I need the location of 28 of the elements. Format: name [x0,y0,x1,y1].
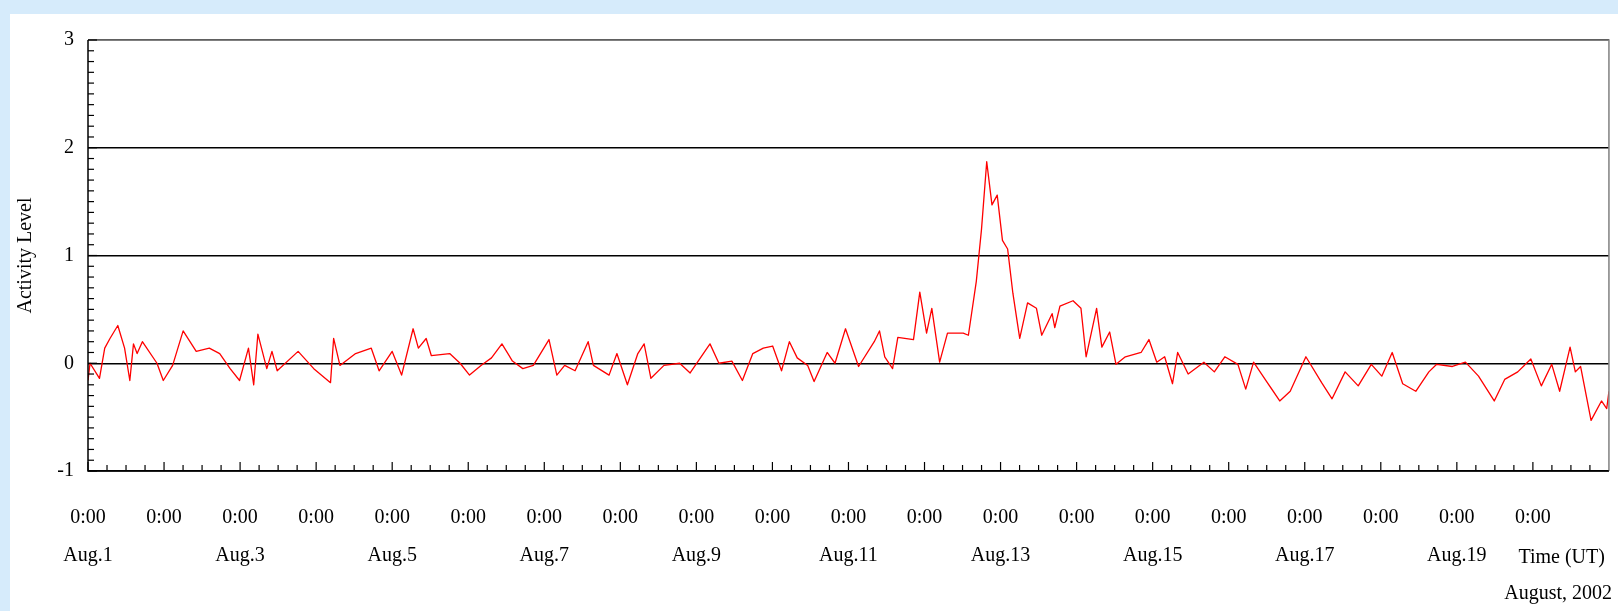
x-tick-label: 0:00 [450,505,487,528]
y-tick-label: -1 [57,458,74,481]
x-tick-label: 0:00 [146,505,182,528]
x-tick-label: 0:00 [906,505,943,528]
x-tick-label: 0:00 Aug.5 [367,505,417,567]
x-tick-label: 0:00 [298,505,334,528]
y-tick-label: 2 [64,135,74,157]
y-tick-label: 1 [64,242,74,265]
y-tick-label: 3 [64,27,74,50]
x-tick-label: 0:00 [1210,505,1247,528]
y-axis-title: Activity Level [13,197,37,314]
x-tick-label: 0:00 [1363,505,1399,528]
x-axis-title: Time (UT) [1518,545,1605,568]
y-tick-label: 0 [64,350,74,373]
x-tick-label: 0:00 Aug.13 [970,505,1031,567]
x-tick-label: 0:00 Aug.9 [671,505,722,567]
x-tick-label: 0:00 Aug.7 [519,505,570,567]
x-tick-label: 0:00 Aug.1 [63,505,113,567]
x-tick-label: 0:00 [754,505,791,528]
x-tick-label: 0:00 Aug.3 [215,505,265,567]
x-tick-label: 0:00 Aug.19 [1427,505,1487,567]
text: August, 2002 [1504,581,1612,604]
x-tick-label: 0:00 Aug.11 [819,505,878,567]
x-tick-label: 0:00 [1515,505,1551,528]
x-tick-label: 0:00 Aug.15 [1122,505,1183,567]
x-tick-label: 0:00 [1058,505,1095,528]
x-tick-label: 0:00 [602,505,639,528]
x-tick-label: 0:00 Aug.17 [1275,505,1335,567]
